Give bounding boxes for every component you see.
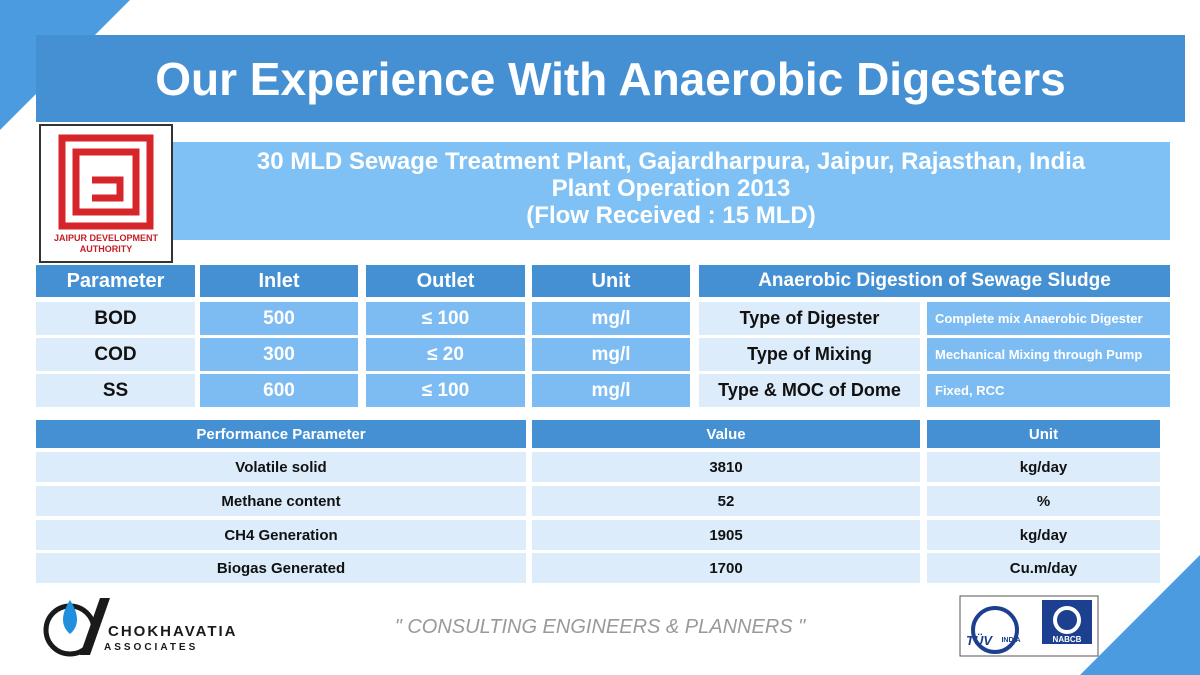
digestion-value: Fixed, RCC (927, 374, 1170, 407)
digestion-value: Mechanical Mixing through Pump (927, 338, 1170, 371)
ca-logo-a (80, 598, 110, 655)
tagline: " CONSULTING ENGINEERS & PLANNERS " (394, 615, 806, 638)
company-sub: ASSOCIATES (104, 641, 199, 653)
quality-cell: ≤ 20 (366, 338, 525, 371)
quality-cell: SS (36, 374, 195, 407)
quality-cell: ≤ 100 (366, 302, 525, 335)
company-name: CHOKHAVATIA (108, 622, 238, 640)
quality-cell: 600 (200, 374, 358, 407)
nabcb-q (1053, 606, 1081, 634)
performance-cell: kg/day (927, 452, 1160, 482)
performance-cell: CH4 Generation (36, 520, 526, 550)
tuv-sub: INDIA (1001, 636, 1021, 644)
performance-header: Performance Parameter (36, 420, 526, 448)
quality-cell: ≤ 100 (366, 374, 525, 407)
project-line: (Flow Received : 15 MLD) (526, 201, 816, 229)
quality-cell: mg/l (532, 302, 690, 335)
performance-cell: % (927, 486, 1160, 516)
performance-cell: 52 (532, 486, 920, 516)
digestion-value: Complete mix Anaerobic Digester (927, 302, 1170, 335)
jda-logo-text: JAIPUR DEVELOPMENT AUTHORITY (53, 233, 158, 254)
digestion-header: Anaerobic Digestion of Sewage Sludge (699, 265, 1170, 297)
performance-header: Value (532, 420, 920, 448)
performance-cell: Volatile solid (36, 452, 526, 482)
digestion-label: Type of Digester (699, 302, 920, 335)
quality-cell: COD (36, 338, 195, 371)
performance-cell: Biogas Generated (36, 553, 526, 583)
quality-cell: 300 (200, 338, 358, 371)
performance-cell: 1700 (532, 553, 920, 583)
quality-header: Parameter (36, 265, 195, 297)
performance-header: Unit (927, 420, 1160, 448)
corner-bottom-right (1080, 555, 1200, 675)
performance-cell: kg/day (927, 520, 1160, 550)
project-band (172, 142, 1170, 240)
quality-cell: mg/l (532, 374, 690, 407)
quality-header: Inlet (200, 265, 358, 297)
project-line: 30 MLD Sewage Treatment Plant, Gajardhar… (256, 147, 1086, 175)
title-band (36, 35, 1185, 122)
quality-cell: mg/l (532, 338, 690, 371)
jda-logo-mark (58, 134, 154, 230)
performance-cell: 1905 (532, 520, 920, 550)
nabcb-text: NABCB (1052, 634, 1082, 644)
quality-cell: 500 (200, 302, 358, 335)
performance-cell: Cu.m/day (927, 553, 1160, 583)
quality-cell: BOD (36, 302, 195, 335)
quality-header: Unit (532, 265, 690, 297)
tuv-ring (971, 606, 1019, 654)
performance-cell: 3810 (532, 452, 920, 482)
title: Our Experience With Anaerobic Digesters (155, 52, 1066, 105)
performance-cell: Methane content (36, 486, 526, 516)
ca-logo-drop (63, 600, 77, 634)
project-line: Plant Operation 2013 (551, 174, 791, 202)
digestion-label: Type & MOC of Dome (699, 374, 920, 407)
digestion-label: Type of Mixing (699, 338, 920, 371)
tuv-text: TÜV (966, 632, 992, 648)
quality-header: Outlet (366, 265, 525, 297)
